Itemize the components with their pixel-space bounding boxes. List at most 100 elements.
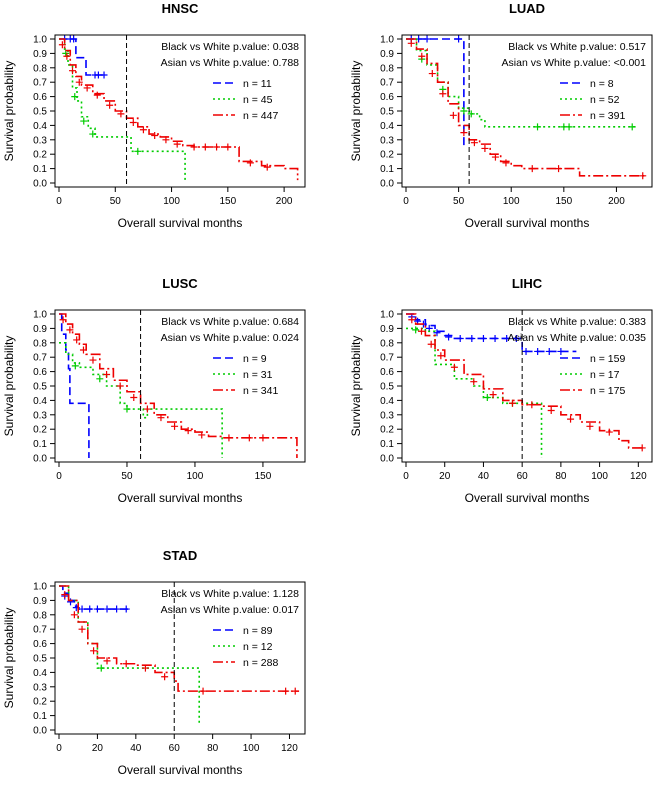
y-tick-label: 0.6	[33, 92, 47, 103]
censor-mark	[78, 625, 86, 633]
legend-label: n = 12	[243, 641, 273, 653]
panel-title: LUSC	[162, 276, 198, 291]
survival-curve	[59, 585, 300, 692]
legend: n = 89 n = 12 n = 288	[213, 625, 278, 669]
censor-mark	[66, 326, 74, 334]
censor-mark	[201, 143, 209, 151]
censor-mark	[545, 347, 553, 355]
censor-mark	[479, 334, 487, 342]
y-tick-label: 0.8	[33, 63, 47, 74]
censor-mark	[489, 391, 497, 399]
y-tick-label: 0.9	[33, 596, 47, 607]
censor-mark	[100, 71, 108, 79]
censor-mark	[151, 131, 159, 139]
censor-mark	[565, 123, 573, 131]
censor-mark	[90, 647, 98, 655]
x-tick-label: 50	[121, 471, 133, 482]
censor-mark	[199, 687, 207, 695]
censor-mark	[491, 153, 499, 161]
censor-mark	[460, 107, 468, 115]
censor-mark	[198, 431, 206, 439]
censor-mark	[522, 347, 530, 355]
y-tick-label: 0.4	[33, 396, 47, 407]
censor-mark	[113, 605, 121, 613]
y-tick-label: 0.4	[33, 121, 47, 132]
censor-mark	[508, 399, 516, 407]
censor-mark	[63, 52, 71, 60]
x-tick-label: 100	[163, 196, 180, 207]
legend-label: n = 11	[243, 78, 272, 90]
y-tick-label: 0.3	[33, 410, 47, 421]
y-tick-label: 0.2	[380, 150, 394, 161]
y-tick-label: 0.2	[33, 150, 47, 161]
censor-mark	[59, 316, 67, 324]
censor-mark	[61, 591, 69, 599]
censor-mark	[246, 159, 254, 167]
survival-curve	[59, 313, 298, 458]
censor-mark	[86, 605, 94, 613]
censor-mark	[173, 140, 181, 148]
y-tick-label: 0.6	[380, 92, 394, 103]
censor-mark	[70, 35, 78, 43]
pvalue-text: Black vs White p.value: 0.684	[161, 316, 299, 328]
y-tick-label: 0.9	[33, 49, 47, 60]
x-tick-label: 100	[503, 196, 520, 207]
censor-mark	[417, 327, 425, 335]
censor-mark	[449, 111, 457, 119]
censor-mark	[455, 35, 463, 43]
legend-label: n = 341	[243, 385, 278, 397]
y-tick-label: 0.3	[380, 135, 394, 146]
x-axis-label: Overall survival months	[465, 216, 590, 230]
censor-mark	[470, 139, 478, 147]
x-axis: 0 50 100 150 200	[403, 187, 625, 207]
y-tick-label: 0.0	[380, 454, 394, 465]
censor-mark	[93, 605, 101, 613]
legend-label: n = 391	[590, 110, 625, 122]
series-1	[59, 585, 130, 613]
x-tick-label: 200	[608, 196, 625, 207]
x-tick-label: 150	[255, 471, 272, 482]
pvalue-text: Black vs White p.value: 1.128	[161, 588, 299, 600]
x-axis: 0 50 100 150 200	[56, 187, 293, 207]
censor-mark	[628, 123, 636, 131]
y-axis-label: Survival probability	[349, 336, 363, 437]
series-2	[406, 326, 543, 458]
pvalue-text: Black vs White p.value: 0.038	[161, 41, 299, 53]
censor-mark	[97, 664, 105, 672]
censor-mark	[80, 117, 88, 125]
survival-curve	[59, 38, 186, 181]
x-tick-label: 0	[56, 471, 62, 482]
series-3	[406, 38, 647, 180]
y-tick-label: 0.1	[380, 164, 394, 175]
censor-mark	[213, 143, 221, 151]
y-axis: 0.0 0.1 0.2 0.3 0.4 0.5 0.6 0.7 0.8 0.9 1.0	[380, 35, 402, 190]
y-tick-label: 0.0	[33, 454, 47, 465]
censor-mark	[122, 605, 130, 613]
y-tick-label: 0.7	[33, 353, 47, 364]
y-tick-label: 0.8	[33, 610, 47, 621]
y-tick-label: 0.1	[33, 711, 47, 722]
censor-mark	[157, 414, 165, 422]
survival-curve	[59, 313, 90, 458]
y-tick-label: 0.7	[33, 78, 47, 89]
censor-mark	[71, 362, 79, 370]
censor-mark	[491, 334, 499, 342]
censor-mark	[67, 598, 75, 606]
x-tick-label: 0	[403, 471, 409, 482]
censor-mark	[483, 394, 491, 402]
y-tick-label: 0.7	[33, 625, 47, 636]
x-tick-label: 150	[219, 196, 236, 207]
censor-mark	[89, 130, 97, 138]
x-axis-label: Overall survival months	[118, 216, 243, 230]
censor-mark	[134, 147, 142, 155]
censor-mark	[130, 394, 138, 402]
censor-mark	[291, 687, 299, 695]
x-axis: 0 20 40 60 80 100 120	[56, 734, 298, 754]
censor-mark	[407, 39, 415, 47]
y-tick-label: 0.9	[33, 324, 47, 335]
x-tick-label: 0	[56, 743, 62, 754]
censor-mark	[433, 329, 441, 337]
x-tick-label: 100	[591, 471, 608, 482]
y-axis-label: Survival probability	[2, 336, 16, 437]
x-tick-label: 120	[281, 743, 298, 754]
